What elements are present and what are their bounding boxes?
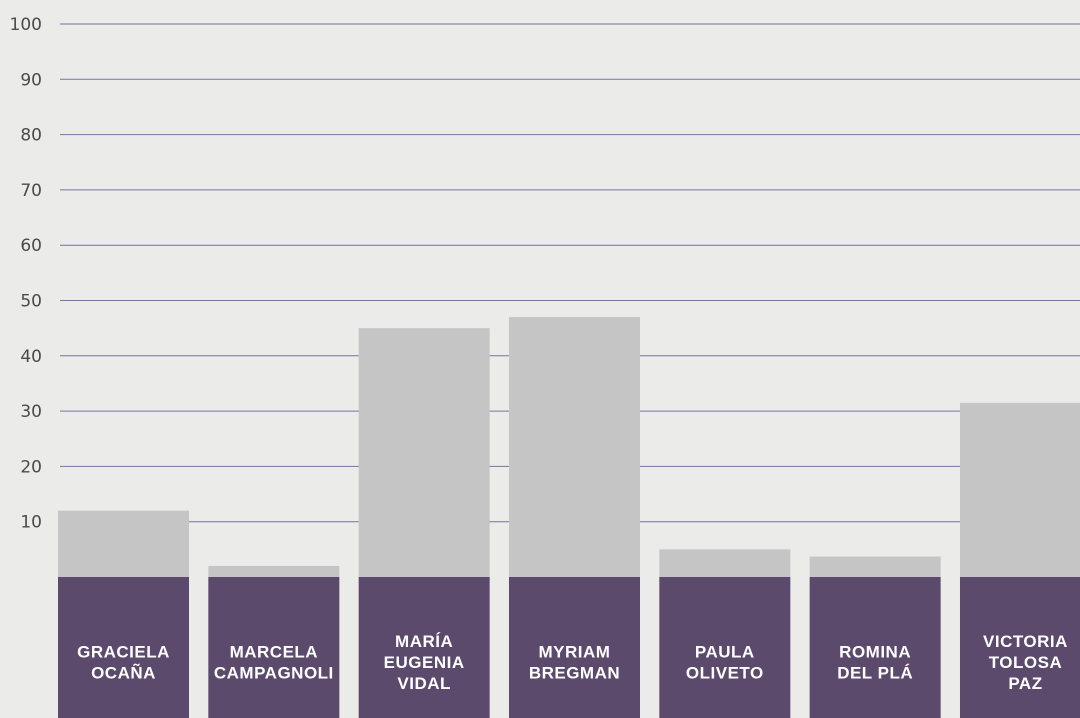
bar: [809, 556, 941, 577]
category-label: OLIVETO: [686, 664, 764, 683]
bar: [58, 510, 189, 577]
y-tick-label: 100: [10, 15, 42, 35]
category-label: MARÍA: [395, 632, 453, 651]
bars: [58, 317, 1080, 577]
category-label-box: [809, 577, 941, 718]
y-tick-label: 80: [20, 126, 42, 146]
y-tick-label: 30: [20, 402, 42, 422]
bar: [659, 549, 791, 577]
category-label-box: [358, 577, 490, 718]
y-tick-label: 70: [20, 181, 42, 201]
bar: [508, 317, 640, 577]
y-tick-label: 60: [20, 236, 42, 256]
category-label-box: [659, 577, 791, 718]
y-axis-ticks: 10 20 30 40 50 60 70 80 90 100: [10, 15, 42, 533]
category-label: PAULA: [695, 643, 755, 662]
y-tick-label: 90: [20, 70, 42, 90]
bar: [208, 565, 340, 577]
category-label: MYRIAM: [539, 643, 611, 662]
category-label: GRACIELA: [77, 643, 170, 662]
y-tick-label: 40: [20, 347, 42, 367]
category-label-box: [508, 577, 640, 718]
category-label: DEL PLÁ: [837, 664, 913, 683]
category-label: ROMINA: [839, 643, 911, 662]
category-label: TOLOSA: [989, 653, 1063, 672]
grid-lines: [60, 23, 1080, 523]
category-label: CAMPAGNOLI: [214, 664, 334, 683]
y-tick-label: 20: [20, 457, 42, 477]
y-tick-label: 50: [20, 292, 42, 312]
category-label: VIDAL: [397, 674, 451, 693]
category-label: PAZ: [1008, 674, 1042, 693]
category-label: MARCELA: [230, 643, 319, 662]
y-tick-label: 10: [20, 513, 42, 533]
category-label-box: [208, 577, 340, 718]
category-label-box: [959, 577, 1080, 718]
bar: [959, 402, 1080, 577]
category-label: VICTORIA: [983, 632, 1068, 651]
category-label-box: [58, 577, 189, 718]
category-label: BREGMAN: [529, 664, 620, 683]
category-label: OCAÑA: [91, 663, 156, 683]
bar: [358, 328, 490, 577]
category-label: EUGENIA: [384, 653, 465, 672]
